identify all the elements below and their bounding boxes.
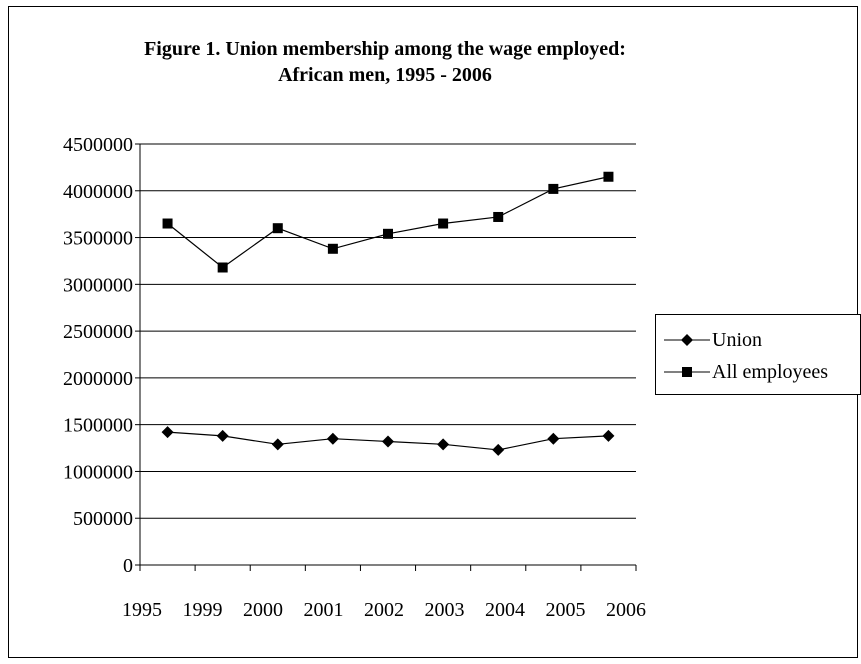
y-tick-label: 4500000 bbox=[63, 134, 133, 156]
chart-subtitle: African men, 1995 - 2006 bbox=[278, 64, 492, 86]
x-tick-label: 2001 bbox=[304, 599, 344, 621]
legend-item-union: Union bbox=[664, 325, 762, 355]
data-point-all-employees bbox=[272, 223, 283, 234]
data-point-all-employees bbox=[383, 228, 393, 239]
x-tick-label: 2004 bbox=[485, 599, 525, 621]
data-point-all-employees bbox=[327, 243, 338, 254]
y-tick-label: 500000 bbox=[73, 508, 133, 530]
chart-title-block: Figure 1. Union membership among the wag… bbox=[0, 36, 770, 88]
x-tick-label: 2003 bbox=[425, 599, 465, 621]
data-point-union bbox=[271, 438, 284, 451]
data-point-all-employees bbox=[603, 171, 614, 182]
data-point-union bbox=[547, 432, 560, 445]
y-tick-label: 1500000 bbox=[63, 415, 133, 437]
legend-marker-square-icon bbox=[664, 367, 710, 377]
y-tick-label: 3000000 bbox=[63, 274, 133, 296]
y-tick-label: 1000000 bbox=[63, 461, 133, 483]
x-tick-label: 2000 bbox=[243, 599, 283, 621]
y-tick-label: 2000000 bbox=[63, 368, 133, 390]
data-point-union bbox=[437, 438, 450, 451]
data-point-union bbox=[602, 429, 615, 442]
y-tick-label: 0 bbox=[123, 555, 133, 577]
data-point-all-employees bbox=[493, 211, 504, 222]
data-point-union bbox=[382, 435, 394, 448]
data-point-union bbox=[216, 429, 229, 442]
legend-item-all-employees: All employees bbox=[664, 357, 828, 387]
data-point-all-employees bbox=[548, 183, 559, 194]
data-point-union bbox=[326, 432, 339, 445]
x-tick-label: 2005 bbox=[546, 599, 586, 621]
y-tick-label: 3500000 bbox=[63, 228, 133, 250]
data-point-all-employees bbox=[162, 218, 173, 229]
y-tick-label: 2500000 bbox=[63, 321, 133, 343]
x-tick-label: 1995 bbox=[122, 599, 162, 621]
x-tick-label: 1999 bbox=[183, 599, 223, 621]
data-point-union bbox=[492, 443, 505, 456]
legend-marker-diamond-icon bbox=[664, 334, 710, 346]
data-point-union bbox=[161, 426, 174, 439]
chart-legend: Union All employees bbox=[655, 314, 861, 395]
x-tick-label: 2006 bbox=[606, 599, 646, 621]
y-tick-label: 4000000 bbox=[63, 181, 133, 203]
chart-title: Figure 1. Union membership among the wag… bbox=[144, 38, 626, 60]
data-point-all-employees bbox=[438, 218, 449, 229]
legend-label-union: Union bbox=[712, 328, 762, 351]
x-tick-label: 2002 bbox=[364, 599, 404, 621]
legend-label-all-employees: All employees bbox=[712, 360, 829, 383]
data-point-all-employees bbox=[217, 262, 228, 273]
